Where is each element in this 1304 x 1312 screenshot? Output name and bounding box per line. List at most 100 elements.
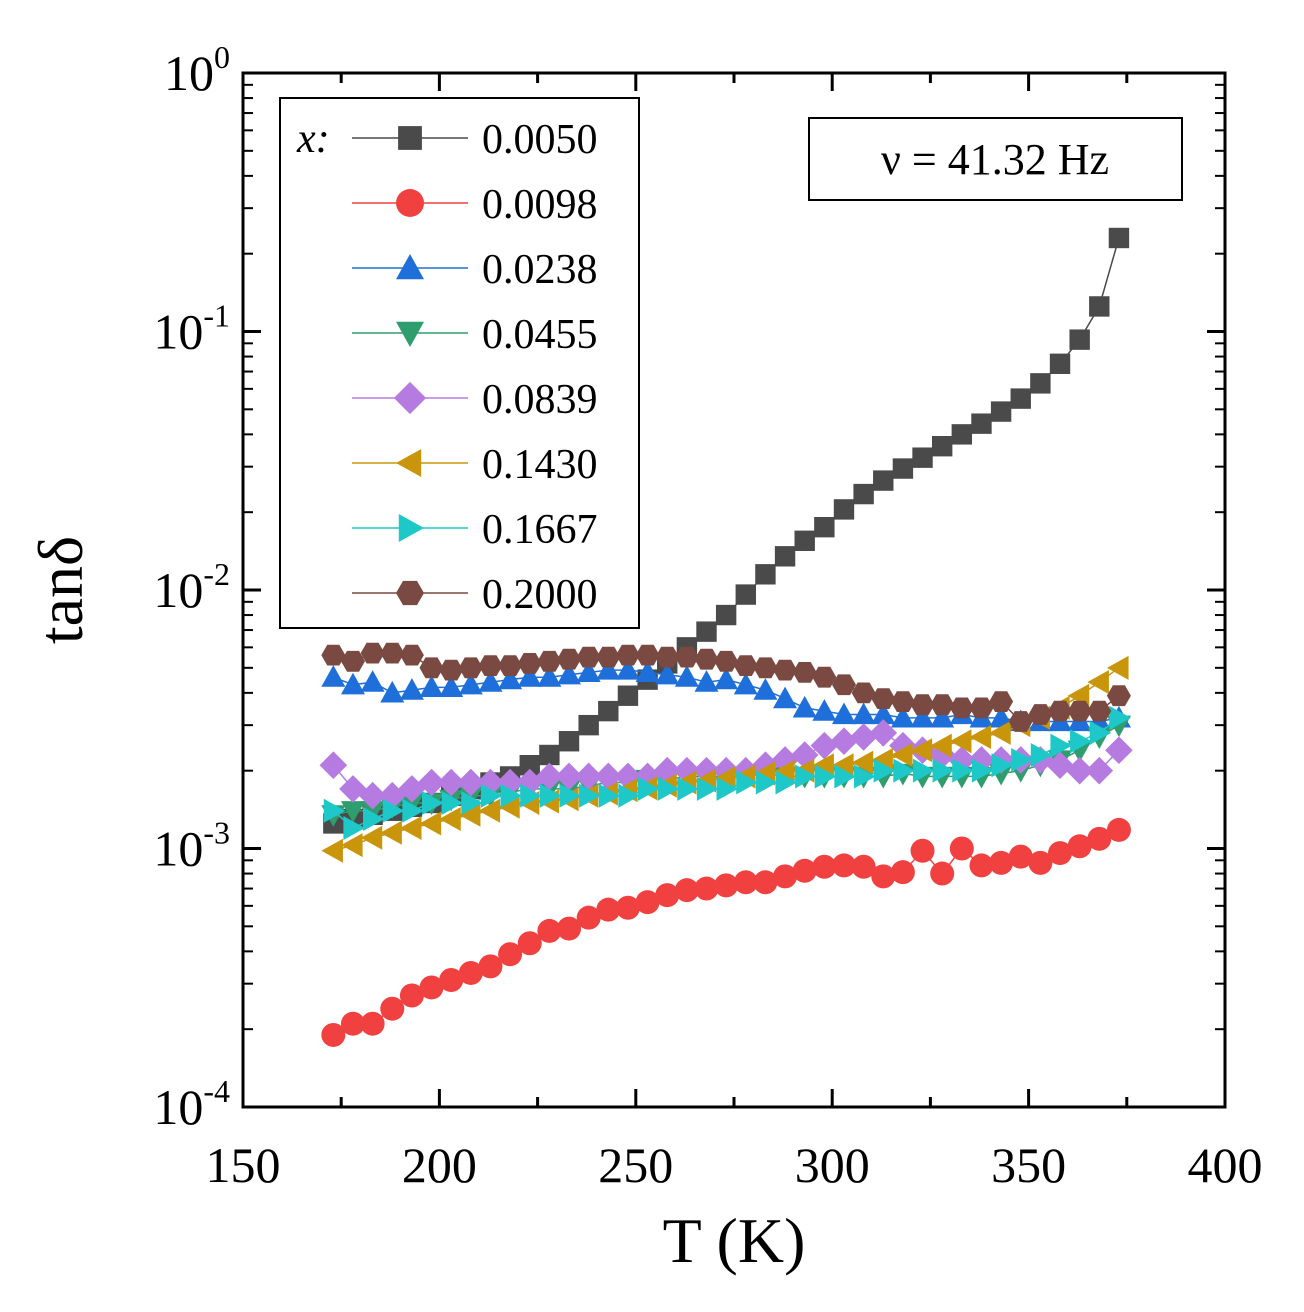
y-tick-label: 10-1: [153, 298, 230, 360]
data-point: [1069, 329, 1090, 350]
data-point: [439, 967, 464, 992]
data-point: [812, 699, 837, 721]
legend-marker: [396, 449, 422, 477]
x-tick-label: 150: [206, 1137, 281, 1193]
data-point: [439, 675, 464, 697]
data-point: [830, 727, 858, 756]
data-point: [930, 705, 955, 728]
data-point: [910, 694, 935, 716]
data-point: [1046, 751, 1074, 780]
data-point: [1070, 729, 1092, 754]
data-point: [578, 714, 599, 736]
data-point: [517, 931, 542, 956]
data-point: [1087, 670, 1109, 695]
data-point: [360, 801, 385, 823]
legend: x: 0.00500.00980.02380.04550.08390.14300…: [279, 97, 640, 629]
data-point: [635, 660, 660, 682]
data-point: [458, 657, 483, 679]
data-point: [363, 807, 385, 832]
data-point: [380, 642, 405, 664]
data-point: [932, 758, 955, 783]
series-0.0238: [321, 658, 1131, 732]
data-point: [795, 764, 817, 789]
data-point: [833, 499, 855, 520]
data-point: [598, 700, 619, 722]
data-point: [457, 768, 485, 797]
legend-entry: 0.1430: [352, 442, 598, 488]
legend-entry: 0.0098: [352, 182, 598, 228]
data-point: [559, 783, 582, 808]
data-point: [851, 682, 876, 704]
data-point: [715, 604, 737, 626]
data-point: [617, 685, 639, 706]
data-point: [498, 794, 520, 819]
data-point: [1106, 685, 1131, 707]
data-point: [792, 695, 817, 718]
data-point: [952, 758, 974, 783]
data-point: [539, 783, 562, 808]
data-point: [694, 670, 719, 692]
data-point: [674, 665, 699, 687]
plot-frame: [241, 71, 1227, 1109]
data-point: [971, 413, 992, 434]
data-point: [910, 705, 935, 728]
data-point: [735, 584, 756, 605]
data-point: [539, 744, 560, 766]
legend-entry: 0.0050: [352, 117, 598, 163]
x-tick-label: 250: [598, 1137, 673, 1193]
x-tick-label: 200: [402, 1137, 477, 1193]
data-point: [596, 897, 621, 922]
data-point: [714, 766, 736, 791]
data-point: [378, 781, 407, 810]
legend-entries: 0.0050 0.0098 0.0238 0.0455 0.0839 0.1430 0.16…: [352, 117, 598, 618]
series-layer: [319, 227, 1133, 1047]
y-tick-label: 10-3: [153, 815, 230, 877]
data-point: [810, 731, 839, 760]
data-point: [321, 1022, 346, 1047]
legend-entry: 0.0238: [352, 247, 598, 293]
data-point: [854, 764, 876, 789]
data-point: [1108, 227, 1130, 249]
data-point: [1089, 296, 1110, 317]
data-point: [969, 853, 994, 878]
series-0.0098: [321, 817, 1131, 1047]
data-point: [755, 564, 776, 585]
data-point: [1087, 700, 1112, 722]
data-point: [814, 516, 835, 538]
data-point: [1008, 844, 1033, 869]
data-point: [949, 729, 972, 754]
data-point: [1030, 742, 1053, 767]
data-point: [1105, 736, 1133, 765]
data-point: [557, 648, 581, 670]
data-point: [694, 648, 719, 670]
data-point: [969, 724, 992, 749]
data-point: [576, 660, 601, 682]
data-point: [792, 858, 817, 883]
data-point: [358, 781, 387, 810]
data-point: [714, 873, 739, 898]
y-tick-label: 10-2: [153, 556, 230, 618]
legend-marker: [393, 381, 427, 415]
y-tick-label: 100: [164, 39, 230, 101]
data-point: [498, 667, 523, 690]
data-point: [775, 770, 798, 795]
data-point: [774, 546, 796, 567]
data-point: [673, 756, 701, 785]
data-point: [949, 836, 974, 861]
data-point: [419, 975, 444, 1000]
data-point: [360, 825, 383, 850]
tick-labels: 150 200 250 300 350 400 10-4 10-3 10-2 10-1 100: [153, 39, 1262, 1193]
data-point: [834, 764, 856, 789]
data-point: [399, 678, 424, 700]
data-point: [931, 435, 953, 457]
data-point: [1067, 834, 1092, 859]
legend-entry: 0.0455: [352, 312, 598, 358]
data-point: [1067, 700, 1092, 722]
data-point: [380, 820, 402, 845]
data-point: [439, 807, 461, 832]
data-point: [930, 861, 955, 886]
data-point: [478, 670, 503, 692]
data-point: [380, 996, 405, 1021]
legend-label: 0.0839: [482, 377, 598, 423]
data-point: [1085, 756, 1114, 785]
